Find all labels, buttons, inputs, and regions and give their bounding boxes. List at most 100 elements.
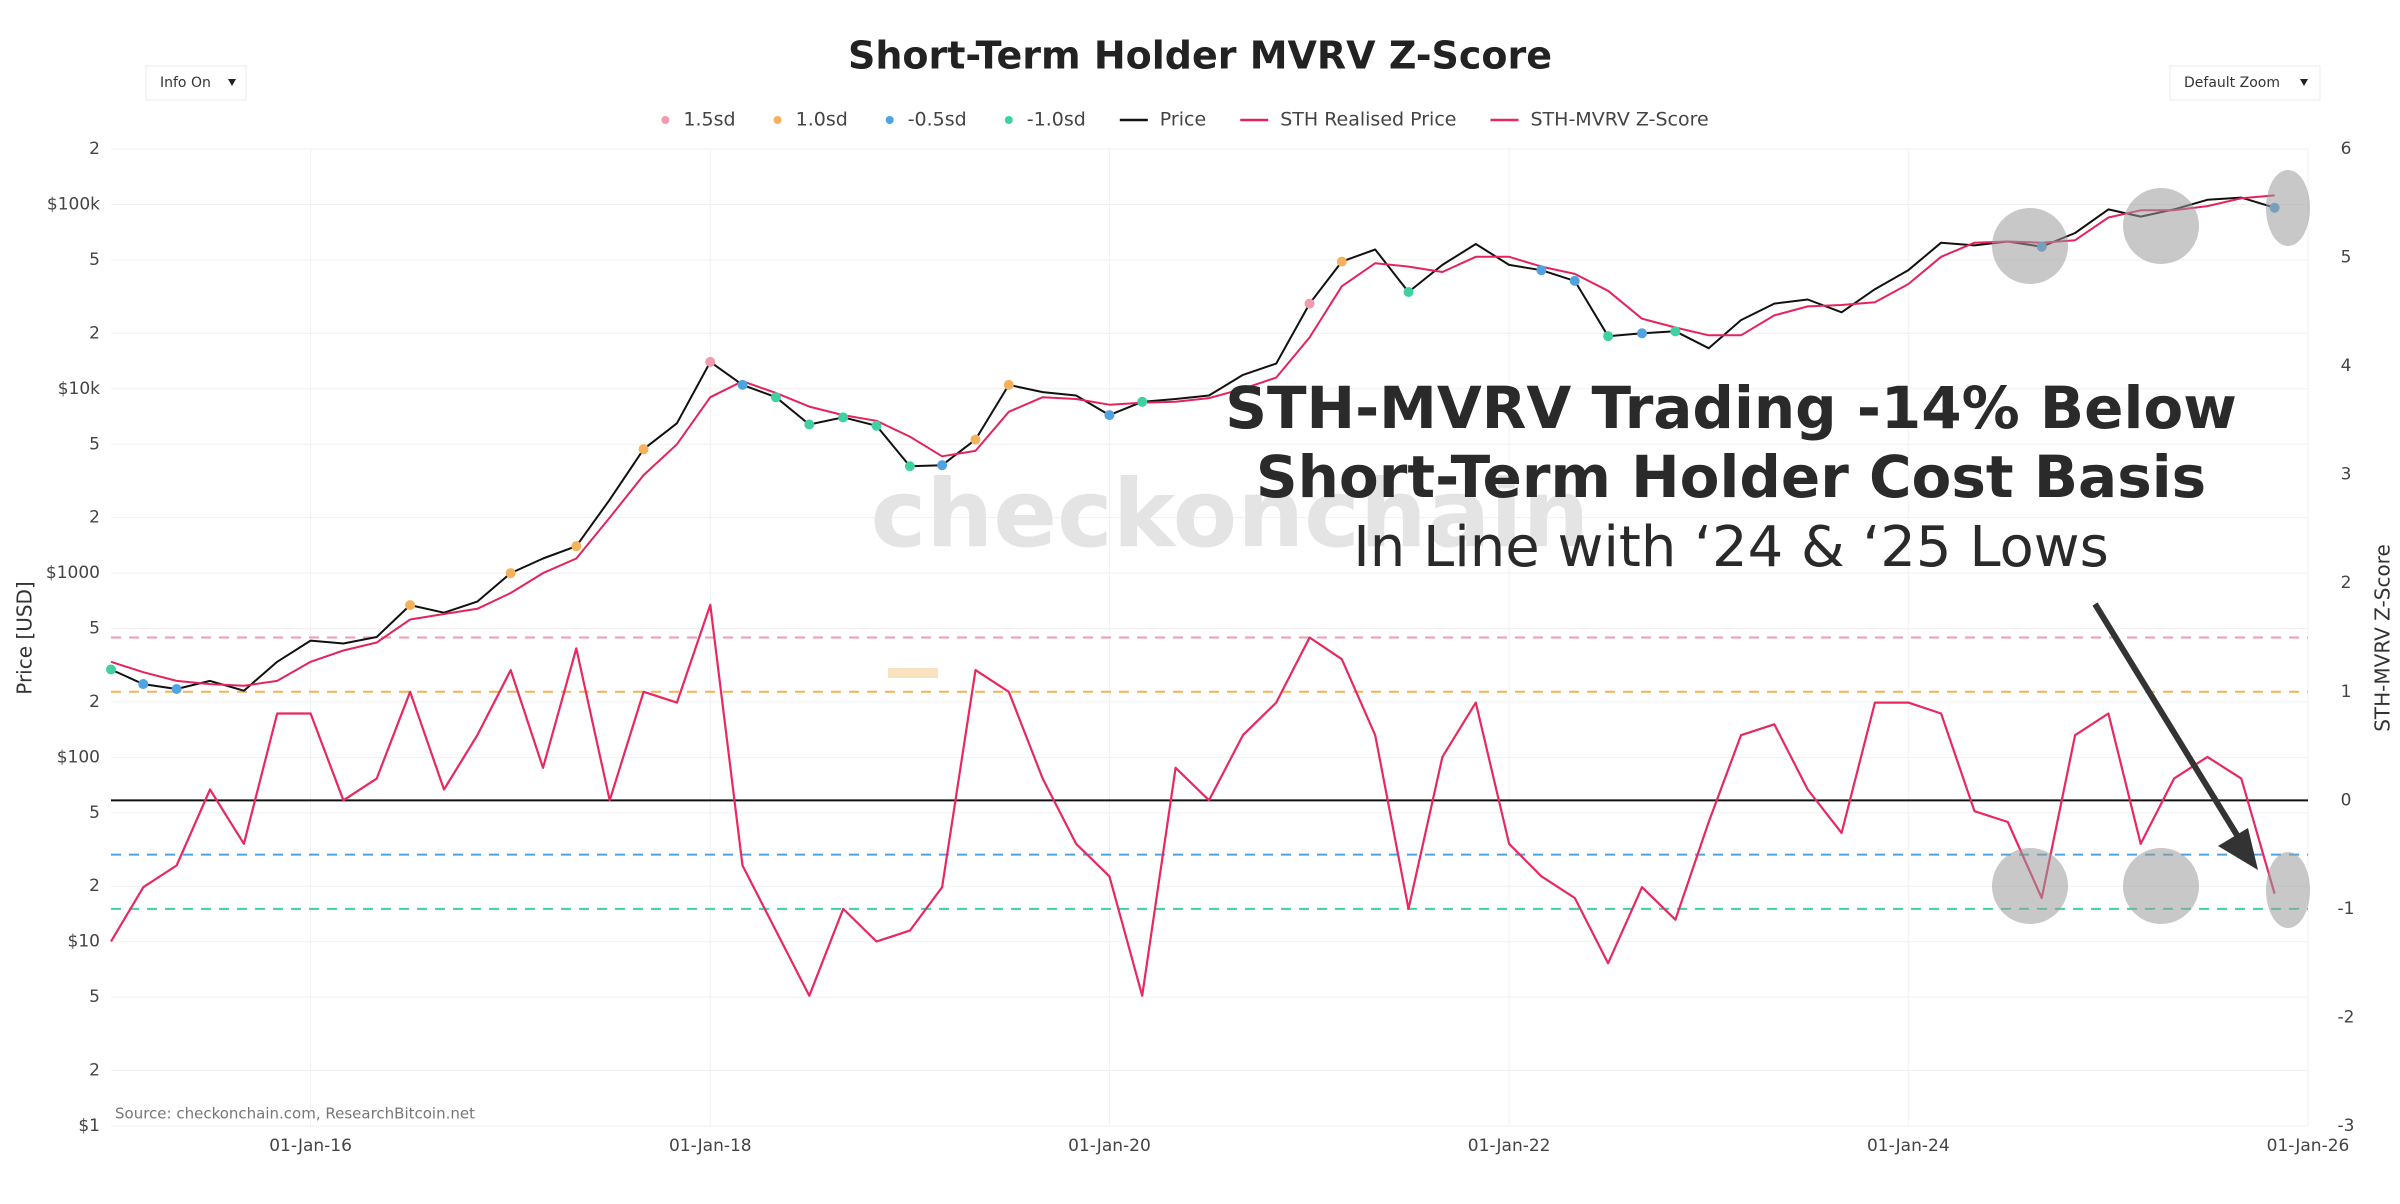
y-tick-label: 2 xyxy=(89,508,100,528)
annotation-subline: In Line with ‘24 & ‘25 Lows xyxy=(1353,515,2109,580)
legend-label: 1.0sd xyxy=(796,109,848,131)
highlight-circle xyxy=(2266,170,2310,246)
legend-item[interactable]: -1.0sd xyxy=(1004,109,1086,131)
button-frame[interactable] xyxy=(145,65,247,101)
series-line xyxy=(110,603,2276,997)
annotation-headline: Short-Term Holder Cost Basis xyxy=(1256,443,2206,511)
band-marker xyxy=(638,444,649,455)
legend-label: STH-MVRV Z-Score xyxy=(1531,109,1709,131)
button-label[interactable]: Default Zoom xyxy=(2184,75,2280,91)
highlight-circle xyxy=(2123,848,2199,924)
band-marker xyxy=(770,392,781,403)
legend-item[interactable]: STH-MVRV Z-Score xyxy=(1490,109,1709,131)
legend-label: STH Realised Price xyxy=(1280,109,1456,131)
band-marker xyxy=(1137,396,1148,407)
band-marker xyxy=(138,679,149,690)
y2-tick-label: -3 xyxy=(2338,1116,2355,1136)
band-marker xyxy=(705,356,716,367)
watermark-mark xyxy=(888,668,938,678)
highlight-circle xyxy=(1992,848,2068,924)
y2-tick-label: 6 xyxy=(2341,139,2352,159)
legend-symbol xyxy=(1004,116,1013,124)
legend-label: Price xyxy=(1160,109,1206,131)
y-tick-label: 2 xyxy=(89,692,100,712)
band-marker xyxy=(1403,287,1414,298)
button-frame[interactable] xyxy=(2169,65,2321,101)
band-marker xyxy=(937,460,948,471)
y2-axis-title: STH-MVRV Z-Score xyxy=(2371,544,2395,732)
legend-item[interactable]: 1.5sd xyxy=(661,109,736,131)
y-tick-label: 2 xyxy=(89,876,100,896)
legend-label: 1.5sd xyxy=(683,109,735,131)
info-button[interactable]: Info On xyxy=(145,65,247,101)
legend: 1.5sd 1.0sd -0.5sd -1.0sd Price STH Realised … xyxy=(661,109,1709,131)
y2-tick-label: 5 xyxy=(2341,248,2352,268)
x-tick-label: 01-Jan-22 xyxy=(1468,1136,1551,1156)
source-note: Source: checkonchain.com, ResearchBitcoi… xyxy=(115,1105,475,1123)
watermark: checkonchain xyxy=(871,460,1590,569)
y-tick-label: $100 xyxy=(57,747,100,767)
x-tick-label: 01-Jan-20 xyxy=(1068,1136,1151,1156)
band-marker xyxy=(904,461,915,472)
band-marker xyxy=(1670,326,1681,337)
y-tick-label: 2 xyxy=(89,139,100,159)
legend-symbol xyxy=(661,116,670,124)
dropdown-arrow[interactable] xyxy=(2300,79,2308,86)
plot-area xyxy=(106,194,2308,997)
band-marker xyxy=(1304,298,1315,309)
band-marker xyxy=(1536,265,1547,276)
highlight-circle xyxy=(1992,208,2068,284)
band-marker xyxy=(106,664,116,675)
y-tick-label: $10 xyxy=(68,932,100,952)
y-tick-label: 5 xyxy=(89,250,100,270)
highlights xyxy=(1992,170,2310,928)
band-marker xyxy=(804,419,815,430)
legend-label: -1.0sd xyxy=(1027,109,1086,131)
y-tick-label: $1000 xyxy=(46,563,100,583)
band-marker xyxy=(871,420,882,431)
y2-tick-label: 1 xyxy=(2341,682,2352,702)
legend-item[interactable]: STH Realised Price xyxy=(1240,109,1456,131)
zoom-button[interactable]: Default Zoom xyxy=(2169,65,2321,101)
band-marker xyxy=(1603,331,1614,342)
band-marker xyxy=(1003,379,1014,390)
x-tick-label: 01-Jan-26 xyxy=(2267,1136,2350,1156)
band-marker xyxy=(405,600,416,611)
arrow-shaft xyxy=(2092,602,2243,842)
y-tick-label: 5 xyxy=(89,434,100,454)
band-marker xyxy=(1637,328,1648,339)
legend-item[interactable]: 1.0sd xyxy=(773,109,848,131)
y-axis-title: Price [USD] xyxy=(13,581,37,695)
band-marker xyxy=(970,434,981,445)
y-tick-label: 5 xyxy=(89,803,100,823)
annotation-headline: STH-MVRV Trading -14% Below xyxy=(1225,374,2237,442)
band-marker xyxy=(1569,275,1580,286)
y2-tick-label: -1 xyxy=(2338,899,2355,919)
y-tick-label: 2 xyxy=(89,323,100,343)
y-tick-label: 5 xyxy=(89,619,100,639)
dropdown-arrow[interactable] xyxy=(228,79,236,86)
series-line xyxy=(110,194,2275,687)
x-tick-label: 01-Jan-16 xyxy=(269,1136,352,1156)
legend-label: -0.5sd xyxy=(908,109,967,131)
band-marker xyxy=(1104,410,1115,421)
band-marker xyxy=(171,684,182,695)
y-tick-label: $1 xyxy=(78,1116,100,1136)
highlight-circle xyxy=(2123,188,2199,264)
band-marker xyxy=(838,412,849,423)
highlight-circle xyxy=(2266,852,2310,928)
y-tick-label: $10k xyxy=(58,379,100,399)
legend-item[interactable]: -0.5sd xyxy=(885,109,967,131)
band-marker xyxy=(505,568,516,579)
x-tick-label: 01-Jan-24 xyxy=(1867,1136,1950,1156)
band-marker xyxy=(1336,256,1347,267)
annotation-arrow xyxy=(2092,602,2258,870)
y2-tick-label: 2 xyxy=(2341,573,2352,593)
y-tick-label: 5 xyxy=(89,987,100,1007)
legend-item[interactable]: Price xyxy=(1119,109,1206,131)
y2-tick-label: -2 xyxy=(2338,1007,2355,1027)
band-marker xyxy=(571,541,582,552)
button-label[interactable]: Info On xyxy=(160,75,211,91)
